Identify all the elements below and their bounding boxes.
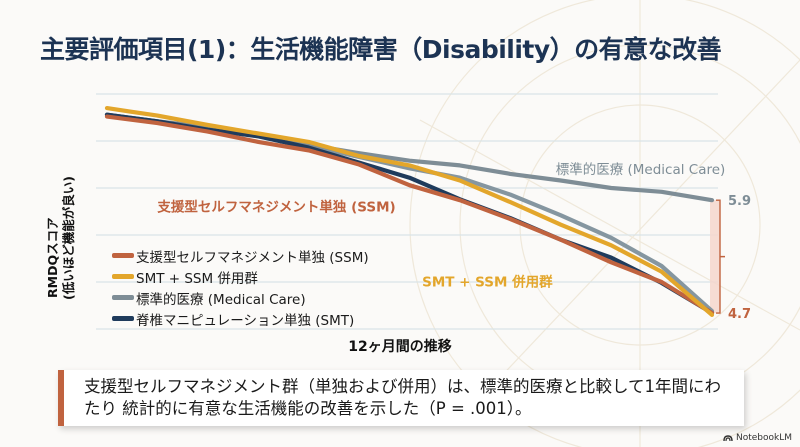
series-annotation: SMT + SSM 併用群 bbox=[422, 274, 553, 291]
legend-item: 脊椎マニピュレーション単独 (SMT) bbox=[112, 308, 369, 329]
difference-bracket-line bbox=[716, 199, 725, 314]
legend-label: SMT + SSM 併用群 bbox=[136, 270, 258, 287]
end-value-label: 5.9 bbox=[728, 194, 751, 209]
legend-item: 支援型セルフマネジメント単独 (SSM) bbox=[112, 245, 369, 266]
grid-lines bbox=[96, 93, 718, 330]
x-axis-label: 12ヶ月間の推移 bbox=[348, 339, 452, 355]
notebooklm-brand: NotebookLM bbox=[723, 433, 792, 443]
legend-swatch bbox=[112, 295, 134, 300]
legend-label: 脊椎マニピュレーション単独 (SMT) bbox=[136, 312, 355, 329]
legend-swatch bbox=[112, 274, 134, 279]
legend-swatch bbox=[112, 316, 134, 321]
slide-title: 主要評価項目(1)：生活機能障害（Disability）の有意な改善 bbox=[40, 35, 722, 64]
series-annotations: 支援型セルフマネジメント単独 (SSM) SMT + SSM 併用群 標準的医療 (… bbox=[156, 161, 725, 291]
notebooklm-logo-icon bbox=[723, 435, 733, 442]
legend-swatch bbox=[112, 253, 134, 258]
legend-label: 標準的医療 (Medical Care) bbox=[136, 291, 306, 308]
series-annotation: 支援型セルフマネジメント単独 (SSM) bbox=[156, 199, 395, 216]
end-value-label: 4.7 bbox=[728, 307, 751, 322]
difference-bracket bbox=[710, 199, 725, 314]
legend-item: 標準的医療 (Medical Care) bbox=[112, 287, 369, 308]
legend-item: SMT + SSM 併用群 bbox=[112, 266, 369, 287]
brand-label: NotebookLM bbox=[735, 433, 792, 443]
series-line-combo bbox=[104, 105, 715, 317]
chart-legend: 支援型セルフマネジメント単独 (SSM) SMT + SSM 併用群標準的医療 (… bbox=[112, 245, 369, 329]
legend-label: 支援型セルフマネジメント単独 (SSM) bbox=[136, 249, 369, 266]
conclusion-callout: 支援型セルフマネジメント群（単独および併用）は、標準的医療と比較して1年間にわた… bbox=[58, 370, 744, 426]
difference-bracket-fill bbox=[710, 200, 720, 314]
conclusion-text: 支援型セルフマネジメント群（単独および併用）は、標準的医療と比較して1年間にわた… bbox=[84, 377, 722, 418]
end-value-labels: 5.9 4.7 bbox=[728, 194, 751, 322]
series-lines bbox=[104, 105, 715, 317]
series-line-ssm bbox=[104, 114, 715, 316]
series-annotation: 標準的医療 (Medical Care) bbox=[556, 161, 726, 178]
